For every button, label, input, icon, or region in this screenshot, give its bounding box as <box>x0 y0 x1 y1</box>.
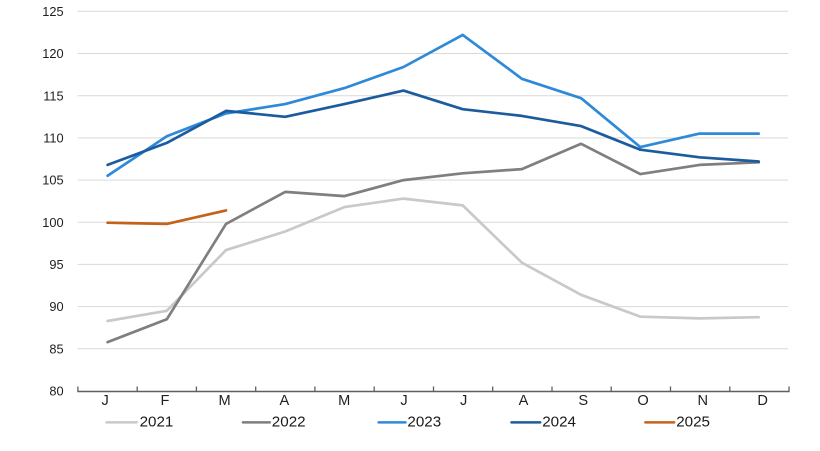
svg-text:110: 110 <box>43 131 63 146</box>
svg-text:S: S <box>578 393 588 409</box>
svg-text:95: 95 <box>49 257 63 272</box>
svg-text:80: 80 <box>49 384 63 399</box>
svg-text:2023: 2023 <box>407 414 441 431</box>
svg-text:J: J <box>460 393 467 409</box>
svg-text:120: 120 <box>42 46 63 61</box>
svg-text:J: J <box>101 393 108 409</box>
svg-text:M: M <box>219 393 231 409</box>
svg-text:2021: 2021 <box>140 414 174 431</box>
svg-text:D: D <box>757 393 768 409</box>
svg-text:N: N <box>698 393 709 409</box>
svg-text:115: 115 <box>43 88 63 103</box>
svg-text:J: J <box>400 393 407 409</box>
svg-text:2022: 2022 <box>272 414 306 431</box>
svg-text:A: A <box>519 393 529 409</box>
svg-text:90: 90 <box>49 299 63 314</box>
svg-text:O: O <box>637 393 648 409</box>
svg-text:M: M <box>338 393 350 409</box>
svg-text:125: 125 <box>42 4 63 19</box>
svg-text:2025: 2025 <box>676 414 710 431</box>
svg-text:A: A <box>280 393 290 409</box>
svg-text:105: 105 <box>42 173 63 188</box>
svg-text:85: 85 <box>49 341 63 356</box>
svg-text:2024: 2024 <box>542 414 576 431</box>
svg-text:F: F <box>160 393 169 409</box>
svg-text:100: 100 <box>42 215 63 230</box>
